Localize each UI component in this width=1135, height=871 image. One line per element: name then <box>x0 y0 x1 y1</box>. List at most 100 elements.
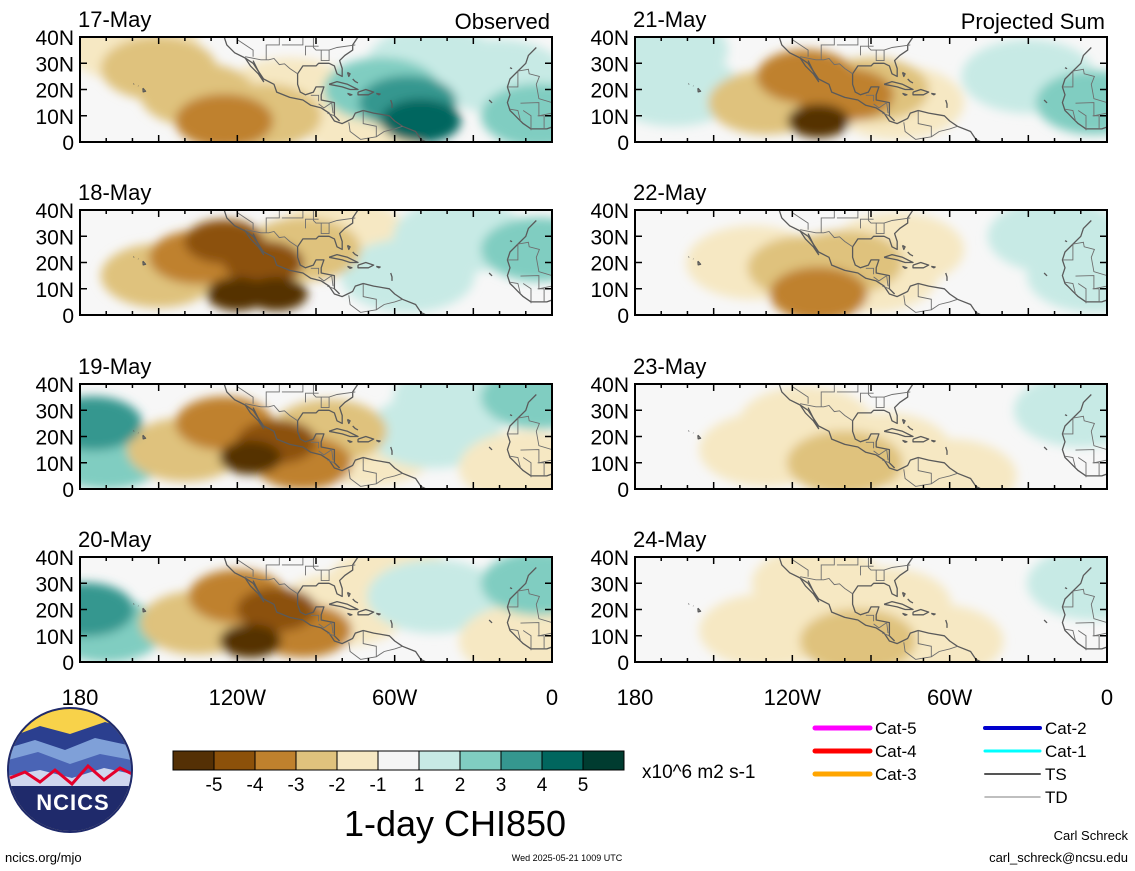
footer-url: ncics.org/mjo <box>5 850 82 865</box>
latitude-label: 30N <box>35 53 74 76</box>
latitude-label: 0 <box>62 652 74 675</box>
storm-legend-label: TD <box>1045 788 1068 807</box>
colorbar-swatch <box>336 750 379 771</box>
storm-legend-item: TD <box>984 788 1068 807</box>
figure-title: 1-day CHI850 <box>344 803 566 844</box>
latitude-label: 30N <box>590 573 629 596</box>
latitude-label: 20N <box>590 253 629 276</box>
anomaly-blob <box>769 267 868 315</box>
colorbar-swatch <box>172 750 215 771</box>
latitude-label: 30N <box>590 226 629 249</box>
latitude-label: 20N <box>35 80 74 103</box>
colorbar-swatch <box>213 750 256 771</box>
coastlines <box>688 384 1107 489</box>
longitude-label: 120W <box>209 685 267 710</box>
anomaly-blob <box>480 83 552 142</box>
panel-date: 18-May <box>78 180 151 205</box>
colorbar-label: -1 <box>370 775 387 796</box>
colorbar-swatch <box>459 750 502 771</box>
panel-date: 23-May <box>633 354 706 379</box>
map-panel: 40N 30N 20N 10N 0 19-May <box>35 354 553 502</box>
latitude-label: 10N <box>590 453 629 476</box>
anomaly-blob <box>480 557 552 616</box>
map-panels: 40N 30N 20N 10N 0 17-May Observed 40N 30N 20N 10N 0… <box>35 7 1108 675</box>
anomaly-blob <box>882 438 1017 489</box>
anomaly-blob <box>480 384 552 430</box>
colorbar-label: -4 <box>247 775 264 796</box>
footer-email: carl_schreck@ncsu.edu <box>989 850 1128 865</box>
latitude-label: 40N <box>35 374 74 397</box>
anomaly-blob <box>799 609 916 662</box>
longitude-label: 0 <box>1101 685 1113 710</box>
anomaly-blob <box>458 431 552 489</box>
latitude-label: 0 <box>617 132 629 155</box>
storm-legend-item: Cat-2 <box>983 719 1087 738</box>
longitude-label: 0 <box>546 685 558 710</box>
colorbar-swatch <box>377 750 420 771</box>
anomaly-blob <box>787 104 850 138</box>
anomaly-field <box>635 37 1107 140</box>
latitude-label: 10N <box>590 279 629 302</box>
latitude-label: 0 <box>617 652 629 675</box>
latitude-label: 10N <box>35 106 74 129</box>
anomaly-blob <box>219 624 282 658</box>
storm-legend-label: Cat-3 <box>875 765 917 784</box>
storm-track-legend: Cat-5 Cat-4 Cat-3 Cat-2 Cat-1 TS TD <box>812 719 1087 807</box>
longitude-axis: 180 120W 60W 0 180 120W 60W 0 <box>62 685 1113 710</box>
anomaly-blob <box>1013 384 1107 448</box>
colorbar-swatch <box>500 750 543 771</box>
anomaly-blob <box>80 396 143 451</box>
panel-corner-label: Projected Sum <box>961 9 1105 34</box>
map-panel: 40N 30N 20N 10N 0 18-May <box>35 180 553 328</box>
storm-legend-item: TS <box>984 765 1067 784</box>
coastlines <box>133 384 552 489</box>
latitude-label: 0 <box>62 305 74 328</box>
latitude-label: 20N <box>35 427 74 450</box>
coastlines <box>133 210 552 315</box>
latitude-label: 30N <box>35 226 74 249</box>
footer-author: Carl Schreck <box>1054 828 1129 843</box>
map-panel: 40N 30N 20N 10N 0 21-May Projected Sum <box>590 7 1108 155</box>
anomaly-blob <box>175 94 274 142</box>
anomaly-blob <box>1026 238 1107 313</box>
latitude-label: 20N <box>35 600 74 623</box>
latitude-label: 0 <box>62 479 74 502</box>
colorbar-label: -3 <box>288 775 305 796</box>
panel-date: 22-May <box>633 180 706 205</box>
storm-legend-item: Cat-5 <box>812 719 917 738</box>
latitude-label: 10N <box>35 626 74 649</box>
latitude-label: 20N <box>590 80 629 103</box>
latitude-label: 40N <box>35 200 74 223</box>
storm-legend-label: Cat-5 <box>875 719 917 738</box>
latitude-label: 20N <box>35 253 74 276</box>
map-panel: 40N 30N 20N 10N 0 20-May <box>35 527 553 675</box>
latitude-label: 40N <box>590 200 629 223</box>
anomaly-field <box>686 210 1107 315</box>
latitude-label: 40N <box>590 547 629 570</box>
logo-text: NCICS <box>36 790 109 815</box>
latitude-label: 10N <box>35 453 74 476</box>
latitude-label: 30N <box>35 573 74 596</box>
colorbar-label: 4 <box>537 775 548 796</box>
colorbar-label: -2 <box>329 775 346 796</box>
anomaly-field <box>699 384 1107 489</box>
latitude-label: 0 <box>617 479 629 502</box>
anomaly-blob <box>245 277 308 311</box>
latitude-label: 40N <box>35 547 74 570</box>
panel-date: 24-May <box>633 527 706 552</box>
colorbar-label: 1 <box>414 775 425 796</box>
colorbar: -5 -4 -3 -2 -1 1 2 3 4 5 <box>172 750 625 796</box>
map-panel: 40N 30N 20N 10N 0 22-May <box>590 180 1108 328</box>
anomaly-blob <box>458 604 552 662</box>
colorbar-label: 2 <box>455 775 466 796</box>
storm-legend-item: Cat-3 <box>812 765 917 784</box>
latitude-label: 40N <box>590 27 629 50</box>
longitude-label: 180 <box>62 685 99 710</box>
coastlines <box>688 37 1107 142</box>
colorbar-units: x10^6 m2 s-1 <box>642 762 755 783</box>
longitude-label: 60W <box>927 685 972 710</box>
colorbar-label: 5 <box>578 775 589 796</box>
latitude-label: 20N <box>590 427 629 450</box>
latitude-label: 40N <box>35 27 74 50</box>
